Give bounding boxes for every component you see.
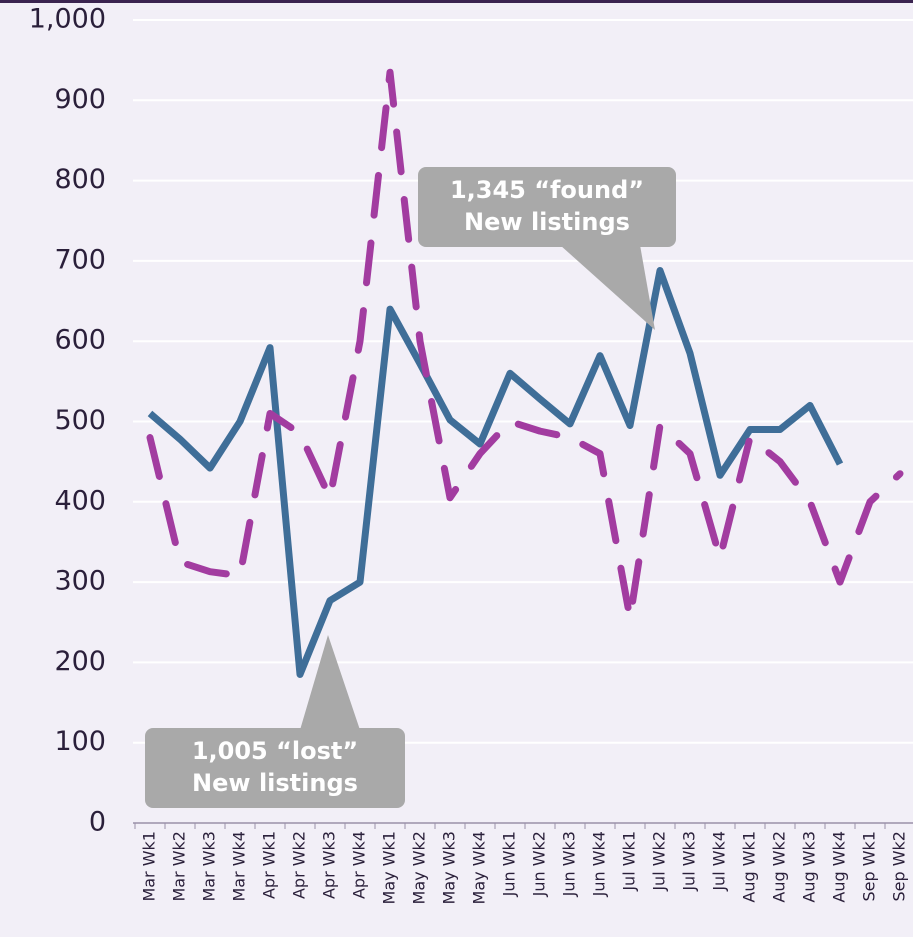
x-tick-label: Mar Wk3: [200, 831, 219, 902]
y-tick-label: 900: [54, 84, 106, 115]
y-tick-label: 500: [54, 405, 106, 436]
x-tick-label: Jun Wk4: [590, 831, 609, 897]
x-tick-label: Mar Wk1: [140, 831, 159, 902]
x-tick-label: Apr Wk2: [290, 831, 309, 899]
dashed-line: [146, 68, 904, 622]
x-tick-label: Mar Wk2: [170, 831, 189, 902]
x-tick-label: Jun Wk2: [530, 831, 549, 897]
top-border: [0, 0, 913, 3]
x-tick-label: Aug Wk3: [800, 831, 819, 903]
y-tick-label: 700: [54, 244, 106, 275]
annotation: 1,345 “found”: [450, 176, 644, 204]
x-tick-label: Jun Wk3: [560, 831, 579, 897]
x-tick-label: May Wk2: [410, 831, 429, 904]
x-tick-label: Sep Wk2: [890, 831, 909, 902]
x-tick-label: Jul Wk4: [710, 831, 729, 892]
x-tick-label: Aug Wk1: [740, 831, 759, 903]
x-tick-label: Apr Wk4: [350, 831, 369, 899]
y-tick-label: 400: [54, 485, 106, 516]
y-tick-label: 600: [54, 325, 106, 356]
callout-tail: [300, 635, 360, 730]
x-tick-label: Aug Wk4: [830, 831, 849, 903]
x-tick-label: Jul Wk1: [620, 831, 639, 892]
x-tick-label: Jul Wk2: [650, 831, 669, 892]
y-tick-label: 0: [89, 807, 106, 838]
y-tick-label: 1,000: [29, 4, 106, 35]
x-tick-label: Aug Wk2: [770, 831, 789, 903]
x-tick-label: Jul Wk3: [680, 831, 699, 892]
x-tick-label: May Wk4: [470, 831, 489, 904]
x-tick-label: Sep Wk1: [860, 831, 879, 902]
x-tick-label: May Wk3: [440, 831, 459, 904]
x-tick-label: Mar Wk4: [230, 831, 249, 902]
annotation: New listings: [464, 208, 630, 236]
x-tick-label: Apr Wk1: [260, 831, 279, 899]
solid-line: [147, 267, 844, 678]
x-tick-label: May Wk1: [380, 831, 399, 904]
callout-box: [145, 728, 405, 808]
callout-box: [418, 167, 676, 247]
y-tick-label: 800: [54, 164, 106, 195]
x-tick-label: Jun Wk1: [500, 831, 519, 897]
x-tick-label: Apr Wk3: [320, 831, 339, 899]
annotation: New listings: [192, 769, 358, 797]
y-tick-label: 200: [54, 646, 106, 677]
callout-tail: [560, 245, 655, 330]
annotation: 1,005 “lost”: [192, 737, 358, 765]
y-tick-label: 100: [54, 726, 106, 757]
y-tick-label: 300: [54, 566, 106, 597]
